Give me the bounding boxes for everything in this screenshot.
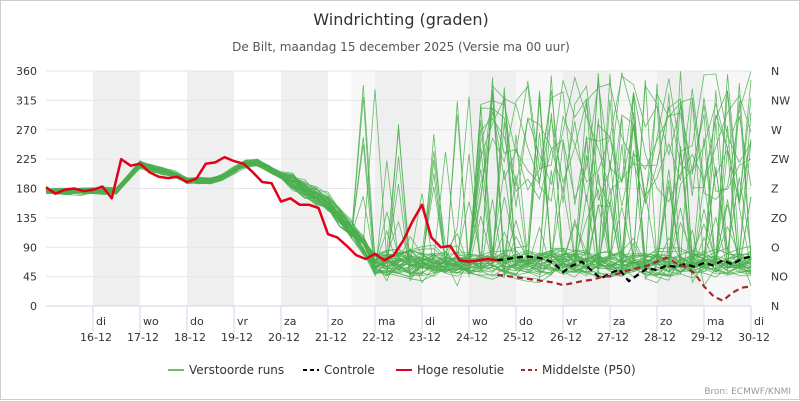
compass-tick-label: Z <box>771 183 779 196</box>
series-line-controle <box>497 255 752 283</box>
compass-tick-label: O <box>771 241 780 254</box>
x-tick-date: 17-12 <box>127 331 159 344</box>
main-series <box>45 155 752 302</box>
chart-title: Windrichting (graden) <box>313 10 488 29</box>
compass-tick-label: W <box>771 124 782 137</box>
compass-tick-label: N <box>771 300 779 313</box>
x-tick-weekday: do <box>190 315 204 328</box>
x-tick-date: 28-12 <box>644 331 676 344</box>
compass-tick-label: NO <box>771 271 788 284</box>
x-tick-weekday: di <box>425 315 435 328</box>
ensemble-member-line <box>45 112 752 279</box>
x-tick-date: 21-12 <box>315 331 347 344</box>
legend-label: Controle <box>324 363 375 377</box>
x-tick-date: 24-12 <box>456 331 488 344</box>
y-tick-label: 270 <box>16 124 37 137</box>
compass-tick-label: N <box>771 65 779 78</box>
x-tick-date: 19-12 <box>221 331 253 344</box>
compass-tick-label: ZW <box>771 153 790 166</box>
x-tick-weekday: vr <box>566 315 578 328</box>
legend: Verstoorde runs Controle Hoge resolutie Mid… <box>168 363 636 377</box>
series-line-hoge-resolutie <box>45 155 498 263</box>
legend-label: Middelste (P50) <box>542 363 636 377</box>
ensemble-member-line <box>45 100 752 275</box>
y-tick-label: 135 <box>16 212 37 225</box>
x-tick-date: 16-12 <box>80 331 112 344</box>
x-tick-weekday: zo <box>660 315 673 328</box>
x-tick-weekday: za <box>284 315 297 328</box>
x-tick-weekday: wo <box>143 315 159 328</box>
series-line-middelste-p50- <box>497 256 752 302</box>
x-tick-weekday: ma <box>707 315 724 328</box>
x-tick-date: 27-12 <box>597 331 629 344</box>
y-tick-label: 180 <box>16 183 37 196</box>
x-tick-weekday: di <box>96 315 106 328</box>
x-tick-weekday: zo <box>331 315 344 328</box>
ensemble-member-line <box>45 72 752 278</box>
x-tick-date: 25-12 <box>503 331 535 344</box>
y-tick-label: 90 <box>23 241 37 254</box>
y-tick-label: 360 <box>16 65 37 78</box>
x-tick-date: 23-12 <box>409 331 441 344</box>
x-tick-date: 26-12 <box>550 331 582 344</box>
legend-label: Verstoorde runs <box>189 363 284 377</box>
axes: 0 N 45 NO 90 O 135 ZO 180 Z 225 ZW 270 W 315 NW 360 Ndi 16… <box>16 65 790 344</box>
x-tick-date: 22-12 <box>362 331 394 344</box>
credits: Bron: ECMWF/KNMI <box>704 387 791 397</box>
x-tick-weekday: do <box>519 315 533 328</box>
x-tick-weekday: di <box>754 315 764 328</box>
x-tick-weekday: vr <box>237 315 249 328</box>
ensemble-member-line <box>45 116 752 274</box>
y-tick-label: 315 <box>16 94 37 107</box>
y-tick-label: 45 <box>23 271 37 284</box>
x-tick-date: 29-12 <box>691 331 723 344</box>
chart-subtitle: De Bilt, maandag 15 december 2025 (Versi… <box>232 40 570 54</box>
x-tick-weekday: ma <box>378 315 395 328</box>
ensemble-member-line <box>45 93 752 277</box>
legend-label: Hoge resolutie <box>417 363 504 377</box>
x-tick-date: 20-12 <box>268 331 300 344</box>
x-tick-date: 18-12 <box>174 331 206 344</box>
compass-tick-label: NW <box>771 94 790 107</box>
x-tick-weekday: za <box>613 315 626 328</box>
compass-tick-label: ZO <box>771 212 788 225</box>
ensemble-lines <box>45 71 752 287</box>
x-tick-weekday: wo <box>472 315 488 328</box>
ensemble-member-line <box>45 162 752 277</box>
y-tick-label: 225 <box>16 153 37 166</box>
y-tick-label: 0 <box>30 300 37 313</box>
x-tick-date: 30-12 <box>738 331 770 344</box>
